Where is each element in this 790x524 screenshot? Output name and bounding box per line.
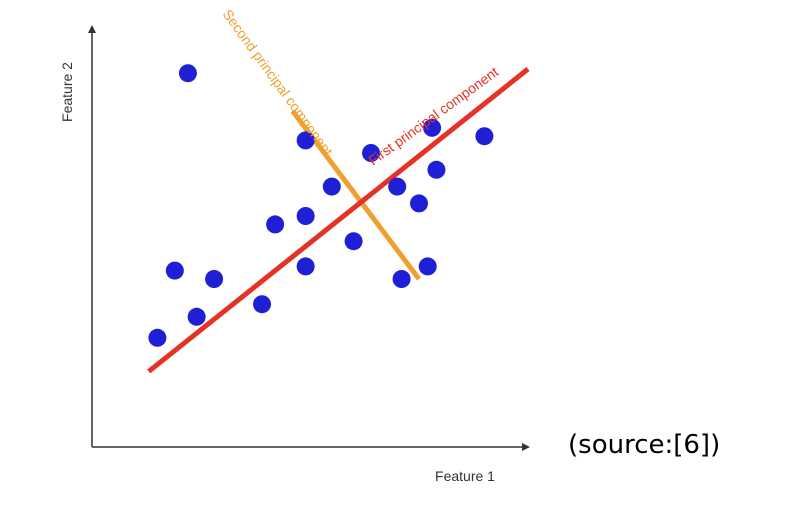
data-point-16 xyxy=(253,295,272,314)
x-axis-label: Feature 1 xyxy=(435,468,495,484)
first-principal-component-line xyxy=(147,67,530,374)
data-point-18 xyxy=(418,257,437,276)
data-point-4 xyxy=(423,118,442,137)
data-point-2 xyxy=(296,131,315,150)
source-label: (source:[6]) xyxy=(568,430,721,460)
data-point-17 xyxy=(392,270,411,288)
data-point-6 xyxy=(322,177,341,196)
data-point-11 xyxy=(410,194,428,213)
data-point-13 xyxy=(205,270,224,288)
data-point-10 xyxy=(296,207,315,225)
y-axis-label: Feature 2 xyxy=(59,62,75,122)
data-point-20 xyxy=(148,328,167,347)
data-point-7 xyxy=(388,177,407,196)
data-point-15 xyxy=(296,257,315,276)
scatter-points xyxy=(148,64,494,347)
data-point-1 xyxy=(178,64,197,83)
data-point-8 xyxy=(427,160,446,179)
first-component-label: First principal component xyxy=(365,63,501,168)
data-point-5 xyxy=(475,127,494,146)
data-point-12 xyxy=(344,232,363,251)
second-component-label: Second principal component xyxy=(220,6,337,158)
data-point-9 xyxy=(266,215,285,234)
data-point-3 xyxy=(362,144,381,162)
data-point-14 xyxy=(165,261,184,280)
data-point-19 xyxy=(187,307,206,326)
